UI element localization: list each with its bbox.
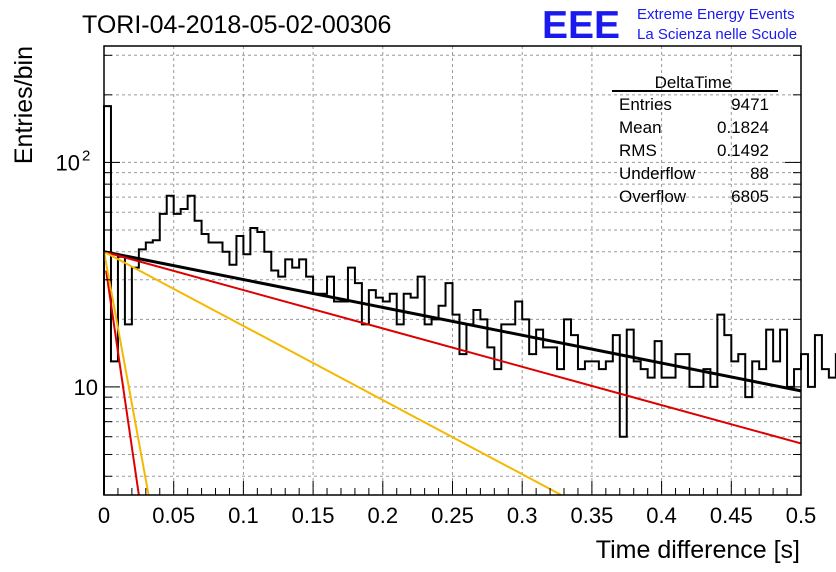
stats-value-overflow: 6805 xyxy=(731,187,769,206)
stats-label-overflow: Overflow xyxy=(619,187,687,206)
fit-curves xyxy=(103,250,802,496)
stats-value-entries: 9471 xyxy=(731,95,769,114)
x-axis-label: Time difference [s] xyxy=(596,536,800,564)
x-tick-label: 0.35 xyxy=(570,503,613,528)
histogram-line xyxy=(103,105,836,495)
stats-value-mean: 0.1824 xyxy=(717,118,769,137)
x-tick-label: 0.2 xyxy=(368,503,399,528)
fit-curve-fit_red xyxy=(103,250,802,445)
stats-label-rms: RMS xyxy=(619,141,657,160)
x-tick-label: 0.05 xyxy=(152,503,195,528)
axis-ticks xyxy=(103,54,802,495)
stats-box: DeltaTime Entries 9471 Mean 0.1824 RMS 0… xyxy=(612,73,778,206)
chart-title: TORI-04-2018-05-02-00306 xyxy=(82,11,391,39)
fit-curve-fit_yellow xyxy=(103,251,150,496)
y-tick-label: 10 xyxy=(74,375,98,400)
fit-curve-fit_total xyxy=(103,250,802,393)
x-tick-label: 0.4 xyxy=(646,503,677,528)
x-tick-label: 0.1 xyxy=(228,503,259,528)
stats-label-entries: Entries xyxy=(619,95,672,114)
y-axis-label: Entries/bin xyxy=(10,46,38,164)
logo-line-1: Extreme Energy Events xyxy=(637,6,795,23)
stats-box-title: DeltaTime xyxy=(655,73,732,92)
logo-line-2: La Scienza nelle Scuole xyxy=(637,26,797,43)
stats-label-underflow: Underflow xyxy=(619,164,696,183)
x-tick-label: 0.3 xyxy=(507,503,538,528)
x-tick-labels: 0 0.05 0.1 0.15 0.2 0.25 0.3 0.35 0.4 0.45 0.5 xyxy=(98,503,816,528)
fit-curve-fit_red xyxy=(105,270,140,496)
x-tick-label: 0 xyxy=(98,503,110,528)
stats-label-mean: Mean xyxy=(619,118,662,137)
eee-logo: EEE xyxy=(542,4,620,47)
x-tick-label: 0.25 xyxy=(431,503,474,528)
stats-value-underflow: 88 xyxy=(750,164,769,183)
stats-value-rms: 0.1492 xyxy=(717,141,769,160)
histogram-steps xyxy=(103,105,836,495)
x-tick-label: 0.45 xyxy=(710,503,753,528)
x-tick-label: 0.5 xyxy=(786,503,817,528)
y-tick-exponent: 2 xyxy=(82,147,90,164)
fit-curve-fit_yellow xyxy=(103,250,562,496)
x-tick-label: 0.15 xyxy=(292,503,335,528)
y-tick-label: 10 xyxy=(56,150,80,175)
